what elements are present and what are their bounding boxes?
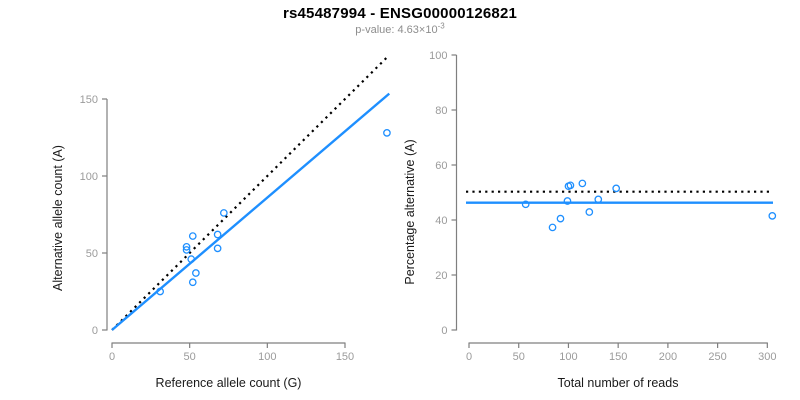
data-point [585,208,594,216]
data-point [521,200,530,209]
left-panel: 0 50 100 150 0 50 100 150 Reference allele count… [51,56,391,390]
y-tick-label: 0 [92,325,98,337]
x-tick-label: 300 [758,351,776,363]
x-tick-label: 250 [708,351,726,363]
y-tick-label: 40 [435,215,447,227]
data-point [594,195,603,204]
x-tick-label: 50 [184,351,196,363]
data-point [768,212,777,220]
data-point [187,255,196,264]
y-axis-title: Percentage alternative (A) [403,139,417,284]
data-point [578,179,587,188]
x-tick-label: 150 [336,351,354,363]
data-point [548,223,557,232]
data-point [612,184,621,193]
data-point [219,209,228,217]
y-axis-title: Alternative allele count (A) [51,145,65,291]
data-point [563,197,572,205]
y-tick-label: 60 [435,160,447,172]
data-point [188,232,197,240]
y-tick-label: 100 [80,171,98,183]
x-tick-label: 150 [609,351,627,363]
y-tick-label: 0 [441,325,447,337]
x-tick-label: 100 [258,351,276,363]
data-point [213,244,222,253]
data-point [182,246,191,254]
x-axis-title: Total number of reads [558,376,679,390]
data-point [188,278,197,287]
x-tick-label: 50 [513,351,525,363]
regression-line [111,92,391,331]
p-value-exponent: -3 [437,21,445,31]
y-tick-label: 80 [435,105,447,117]
data-point [556,214,565,223]
data-point [213,230,222,239]
y-tick-label: 150 [80,94,98,106]
x-tick-label: 200 [659,351,677,363]
x-tick-label: 0 [109,351,115,363]
identity-line [111,56,389,331]
x-tick-label: 100 [559,351,577,363]
x-tick-label: 0 [466,351,472,363]
y-tick-label: 100 [429,50,447,62]
data-point [383,129,391,137]
y-tick-label: 50 [86,248,98,260]
data-point [192,269,200,277]
x-axis-title: Reference allele count (G) [156,376,302,390]
data-point [566,181,575,190]
page-title: rs45487994 - ENSG00000126821 [282,5,518,22]
p-value-subtitle: p-value: 4.63×10-3 [0,21,800,36]
data-point [182,242,191,251]
data-point [156,287,165,296]
p-value-text: p-value: 4.63×10 [355,24,438,36]
right-panel: 0 20 40 60 80 100 0 50 100 150 200 250 300 Total numb… [403,50,777,390]
y-tick-label: 20 [435,270,447,282]
